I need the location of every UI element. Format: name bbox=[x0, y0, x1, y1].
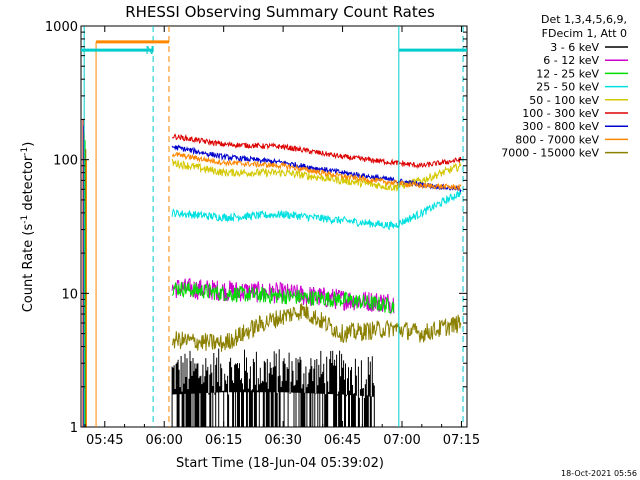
series-line bbox=[171, 348, 375, 427]
legend-label: 800 - 7000 keV bbox=[515, 133, 599, 146]
y-axis: 1 10 100 1000 bbox=[45, 20, 467, 436]
series-line bbox=[172, 151, 462, 192]
x-axis-label: Start Time (18-Jun-04 05:39:02) bbox=[176, 456, 384, 471]
data-layer bbox=[82, 119, 462, 427]
legend-label: 300 - 800 keV bbox=[522, 120, 599, 133]
series-line bbox=[171, 303, 462, 352]
x-tick-label: 06:15 bbox=[205, 433, 242, 448]
legend-label: 7000 - 15000 keV bbox=[501, 147, 599, 160]
y-tick-label: 1 bbox=[70, 421, 78, 436]
flag-layer: N bbox=[81, 26, 467, 427]
x-tick-label: 06:45 bbox=[324, 433, 361, 448]
x-tick-label: 07:15 bbox=[443, 433, 480, 448]
x-tick-label: 07:00 bbox=[383, 433, 420, 448]
plot-frame bbox=[80, 25, 468, 428]
series-line bbox=[171, 282, 395, 314]
y-axis-label: Count Rate (s-1 detector-1) bbox=[20, 142, 36, 313]
x-tick-label: 06:30 bbox=[264, 433, 301, 448]
flag-label: N bbox=[145, 44, 153, 57]
series-line bbox=[171, 144, 462, 193]
legend-label: 25 - 50 keV bbox=[536, 81, 599, 94]
chart-title: RHESSI Observing Summary Count Rates bbox=[125, 3, 435, 21]
legend: Det 1,3,4,5,6,9, FDecim 1, Att 0 3 - 6 k… bbox=[501, 13, 628, 160]
series-line bbox=[171, 158, 462, 193]
x-axis: 05:45 06:00 06:15 06:30 06:45 07:00 07:15 bbox=[84, 26, 480, 448]
y-tick-label: 1000 bbox=[45, 20, 78, 35]
series-line bbox=[171, 133, 462, 170]
legend-header-line-1: Det 1,3,4,5,6,9, bbox=[541, 13, 627, 26]
legend-header-line-2: FDecim 1, Att 0 bbox=[542, 27, 627, 40]
legend-label: 12 - 25 keV bbox=[536, 67, 599, 80]
x-tick-label: 05:45 bbox=[86, 433, 123, 448]
x-tick-label: 06:00 bbox=[145, 433, 182, 448]
legend-label: 3 - 6 keV bbox=[550, 41, 599, 54]
y-tick-label: 10 bbox=[61, 287, 78, 302]
series-line bbox=[171, 190, 462, 231]
timestamp: 18-Oct-2021 05:56 bbox=[561, 469, 637, 478]
legend-label: 100 - 300 keV bbox=[522, 107, 599, 120]
legend-label: 6 - 12 keV bbox=[543, 54, 599, 67]
legend-label: 50 - 100 keV bbox=[529, 94, 599, 107]
y-tick-label: 100 bbox=[53, 154, 78, 169]
